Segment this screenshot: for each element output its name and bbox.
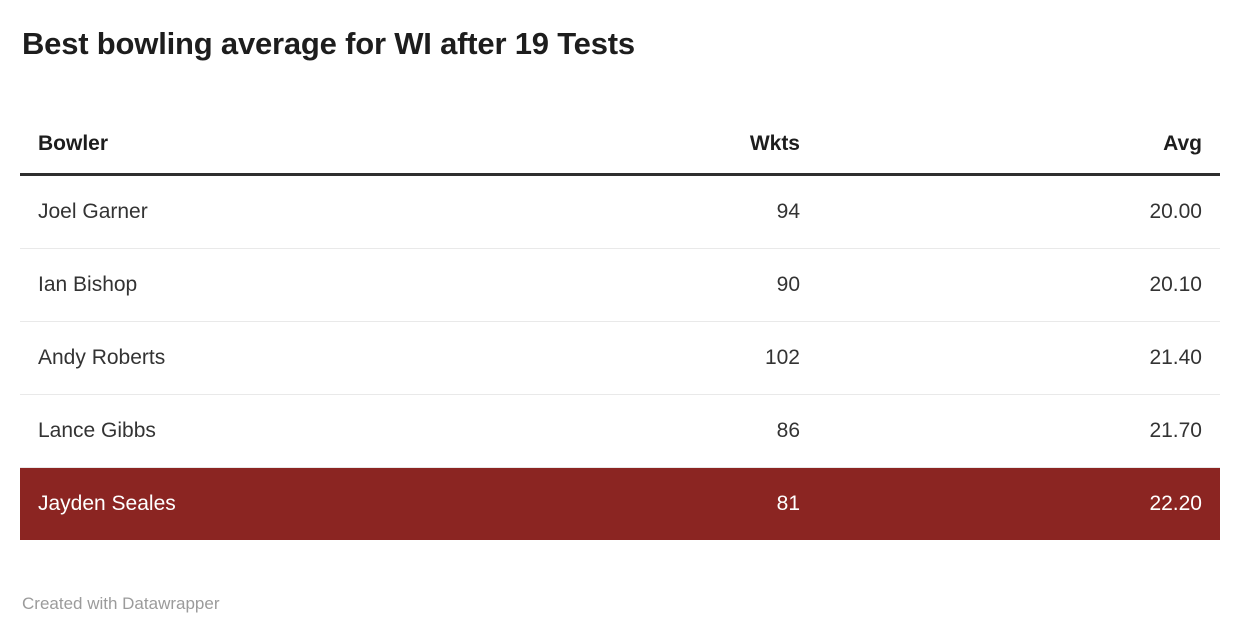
table-row: Andy Roberts 102 21.40: [20, 321, 1220, 395]
cell-wkts: 94: [440, 174, 818, 249]
table-row: Lance Gibbs 86 21.70: [20, 394, 1220, 468]
attribution-link[interactable]: Created with Datawrapper: [22, 594, 220, 613]
cell-bowler: Jayden Seales: [20, 467, 440, 540]
cell-wkts: 86: [440, 394, 818, 468]
cell-avg: 21.40: [818, 321, 1220, 395]
cell-bowler: Joel Garner: [20, 174, 440, 249]
cell-avg: 21.70: [818, 394, 1220, 468]
cell-bowler: Lance Gibbs: [20, 394, 440, 468]
cell-avg: 20.00: [818, 174, 1220, 249]
cell-avg: 22.20: [818, 467, 1220, 540]
cell-wkts: 90: [440, 248, 818, 322]
table-row-highlighted: Jayden Seales 81 22.20: [20, 467, 1220, 540]
cell-wkts: 102: [440, 321, 818, 395]
table-body: Joel Garner 94 20.00 Ian Bishop 90 20.10…: [20, 174, 1220, 540]
cell-bowler: Andy Roberts: [20, 321, 440, 395]
column-header-avg: Avg: [818, 117, 1220, 176]
cell-bowler: Ian Bishop: [20, 248, 440, 322]
table-header-row: Bowler Wkts Avg: [20, 117, 1220, 176]
chart-title: Best bowling average for WI after 19 Tes…: [22, 26, 635, 61]
table-row: Joel Garner 94 20.00: [20, 174, 1220, 249]
bowling-table: Bowler Wkts Avg Joel Garner 94 20.00 Ian…: [20, 117, 1220, 540]
column-header-wkts: Wkts: [440, 117, 818, 176]
table-row: Ian Bishop 90 20.10: [20, 248, 1220, 322]
cell-avg: 20.10: [818, 248, 1220, 322]
column-header-bowler: Bowler: [20, 117, 440, 176]
cell-wkts: 81: [440, 467, 818, 540]
